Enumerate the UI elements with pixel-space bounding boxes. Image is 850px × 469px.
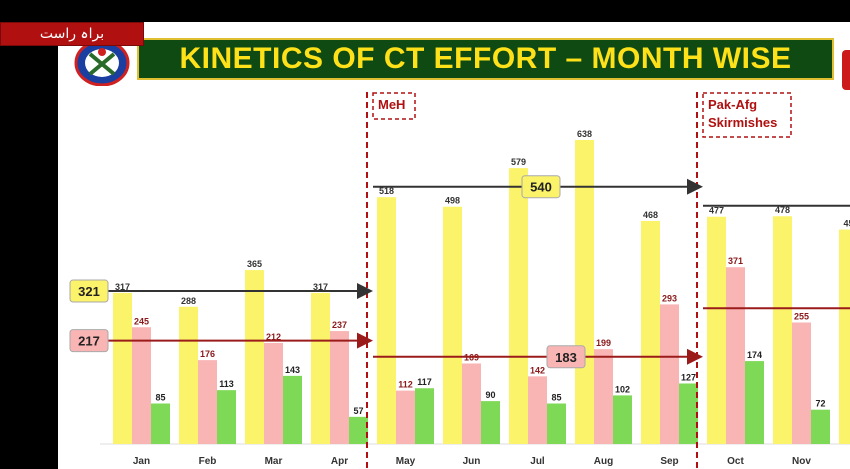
bar-series3-apr bbox=[349, 416, 368, 444]
data-label: 57 bbox=[353, 406, 363, 416]
data-label: 245 bbox=[134, 316, 149, 326]
bar-series3-mar bbox=[283, 375, 302, 444]
data-label: 90 bbox=[485, 390, 495, 400]
average-box bbox=[69, 279, 109, 303]
bar-series1-apr bbox=[311, 292, 330, 444]
data-label: 212 bbox=[266, 332, 281, 342]
data-label: 143 bbox=[285, 365, 300, 375]
bar-series3-jan bbox=[151, 403, 170, 444]
data-label: 142 bbox=[530, 365, 545, 375]
data-label: 85 bbox=[551, 392, 561, 402]
bar-series3-sep bbox=[679, 383, 698, 444]
bar-series2-aug bbox=[594, 349, 613, 444]
data-label: 518 bbox=[379, 186, 394, 196]
x-tick-label: Mar bbox=[265, 456, 283, 467]
x-tick-label: Feb bbox=[199, 456, 217, 467]
data-label: 102 bbox=[615, 384, 630, 394]
bar-series2-sep bbox=[660, 304, 679, 444]
data-label: 127 bbox=[681, 372, 696, 382]
annotation-label: MeH bbox=[378, 97, 405, 112]
bar-series2-oct bbox=[726, 267, 745, 444]
bar-series3-oct bbox=[745, 361, 764, 444]
x-tick-label: Jul bbox=[530, 456, 545, 467]
data-label: 468 bbox=[643, 210, 658, 220]
data-label: 317 bbox=[313, 282, 328, 292]
bar-series1-aug bbox=[575, 139, 594, 445]
bar-series1-jan bbox=[113, 292, 132, 444]
bar-series3-may bbox=[415, 388, 434, 444]
x-tick-label: Oct bbox=[727, 456, 744, 467]
average-box bbox=[69, 329, 109, 353]
data-label: 478 bbox=[775, 205, 790, 215]
bar-series1-jun bbox=[443, 206, 462, 444]
bar-series1-dec bbox=[839, 229, 850, 444]
average-label: 217 bbox=[78, 334, 100, 349]
average-label: 183 bbox=[555, 350, 577, 365]
x-tick-label: Sep bbox=[660, 456, 678, 467]
data-label: 293 bbox=[662, 293, 677, 303]
data-label: 477 bbox=[709, 206, 724, 216]
bar-series1-may bbox=[377, 197, 396, 444]
data-label: 176 bbox=[200, 349, 215, 359]
data-label: 85 bbox=[155, 392, 165, 402]
bar-series3-jun bbox=[481, 401, 500, 444]
average-box bbox=[546, 345, 586, 369]
x-tick-label: Jun bbox=[463, 456, 481, 467]
data-label: 112 bbox=[398, 380, 413, 390]
bar-series1-jul bbox=[509, 168, 528, 444]
annotation-label: Pak-Afg bbox=[708, 97, 757, 112]
data-label: 255 bbox=[794, 311, 809, 321]
x-tick-label: Jan bbox=[133, 456, 150, 467]
data-label: 365 bbox=[247, 259, 262, 269]
chart-title: KINETICS OF CT EFFORT – MONTH WISE bbox=[179, 42, 792, 75]
bar-series2-mar bbox=[264, 342, 283, 444]
bar-series2-jan bbox=[132, 327, 151, 444]
annotation-label: Skirmishes bbox=[708, 115, 777, 130]
x-tick-label: Aug bbox=[594, 456, 613, 467]
x-tick-label: Apr bbox=[331, 456, 348, 467]
data-label: 199 bbox=[596, 338, 611, 348]
bar-series1-oct bbox=[707, 216, 726, 444]
bar-series1-sep bbox=[641, 220, 660, 444]
average-box bbox=[521, 175, 561, 199]
data-label: 288 bbox=[181, 296, 196, 306]
annotation-box bbox=[702, 92, 792, 138]
data-label: 113 bbox=[219, 379, 234, 389]
edge-logo-fragment bbox=[842, 50, 850, 90]
bar-series1-feb bbox=[179, 306, 198, 444]
bar-series1-mar bbox=[245, 270, 264, 444]
data-label: 498 bbox=[445, 196, 460, 206]
bar-series2-jul bbox=[528, 376, 547, 444]
title-banner: KINETICS OF CT EFFORT – MONTH WISE bbox=[137, 38, 834, 80]
x-tick-label: May bbox=[396, 456, 416, 467]
data-label: 45 bbox=[843, 219, 850, 229]
data-label: 237 bbox=[332, 320, 347, 330]
bar-series2-nov bbox=[792, 322, 811, 444]
bar-series2-may bbox=[396, 390, 415, 444]
data-label: 579 bbox=[511, 157, 526, 167]
data-label: 117 bbox=[417, 377, 432, 387]
bar-series2-jun bbox=[462, 363, 481, 444]
data-label: 72 bbox=[815, 399, 825, 409]
bar-series1-nov bbox=[773, 216, 792, 444]
x-tick-label: Nov bbox=[792, 456, 811, 467]
average-label: 540 bbox=[530, 180, 552, 195]
live-tag: براہ راست bbox=[0, 22, 144, 46]
bar-series2-feb bbox=[198, 360, 217, 444]
annotation-box bbox=[372, 92, 416, 120]
average-label: 321 bbox=[78, 284, 100, 299]
data-label: 174 bbox=[747, 350, 762, 360]
bar-series3-jul bbox=[547, 403, 566, 444]
data-label: 638 bbox=[577, 129, 592, 139]
bar-series3-aug bbox=[613, 395, 632, 444]
army-logo bbox=[74, 40, 130, 86]
bar-series3-nov bbox=[811, 409, 830, 444]
bar-series2-apr bbox=[330, 331, 349, 444]
data-label: 371 bbox=[728, 256, 743, 266]
data-label: 317 bbox=[115, 282, 130, 292]
bar-series3-feb bbox=[217, 390, 236, 444]
